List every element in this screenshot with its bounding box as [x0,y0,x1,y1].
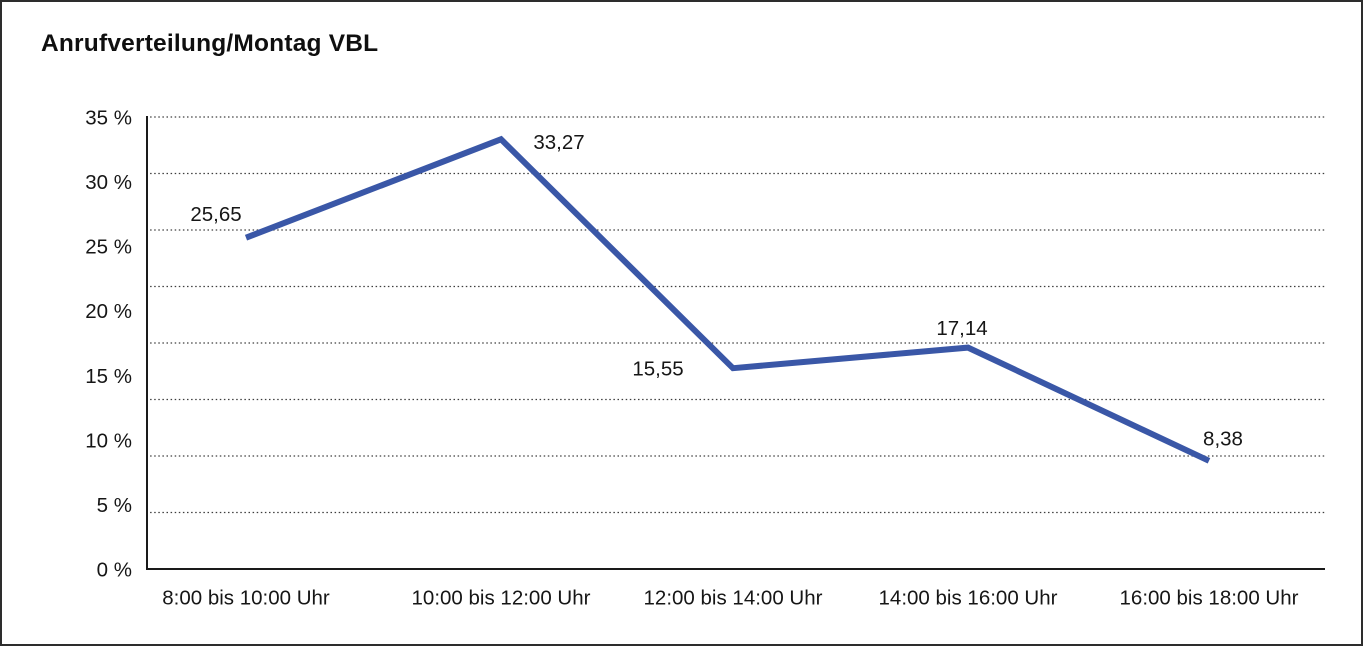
y-tick-label: 30 % [85,171,132,194]
data-point-label: 25,65 [190,203,241,226]
y-tick-label: 15 % [85,365,132,388]
y-tick-label: 0 % [97,559,132,582]
data-point-label: 8,38 [1203,427,1243,450]
y-tick-label: 25 % [85,236,132,259]
data-point-label: 15,55 [632,358,683,381]
x-tick-label: 12:00 bis 14:00 Uhr [644,587,823,610]
series-line [244,135,1211,464]
y-tick-label: 5 % [97,494,132,517]
data-point-label: 17,14 [936,317,987,340]
x-tick-label: 8:00 bis 10:00 Uhr [162,587,330,610]
y-tick-label: 20 % [85,300,132,323]
x-tick-label: 14:00 bis 16:00 Uhr [879,587,1058,610]
y-tick-label: 35 % [85,107,132,130]
chart-title: Anrufverteilung/Montag VBL [41,30,379,57]
x-tick-label: 10:00 bis 12:00 Uhr [412,587,591,610]
y-tick-label: 10 % [85,429,132,452]
data-point-label: 33,27 [533,131,584,154]
x-tick-label: 16:00 bis 18:00 Uhr [1120,587,1299,610]
